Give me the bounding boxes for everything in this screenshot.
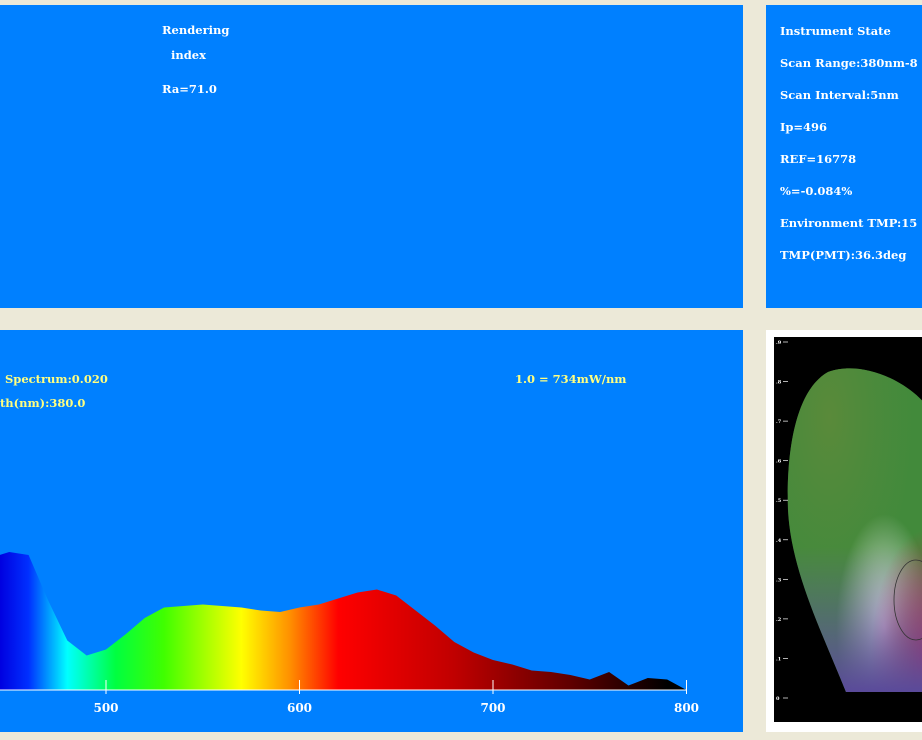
spectrum-chart: 500 600 700 800: [0, 552, 699, 715]
y-tick-label: 0: [776, 696, 780, 702]
y-tick-label: .3: [776, 577, 782, 583]
spectrum-panel: Spectrum:0.020 th(nm):380.0 1.0 = 734mW/…: [0, 330, 743, 732]
ra-value: Ra=71.0: [162, 82, 217, 96]
x-tick-label: 700: [480, 701, 505, 715]
y-tick-label: .2: [776, 617, 782, 623]
y-tick-label: .4: [776, 538, 782, 544]
y-tick-label: .9: [776, 340, 782, 346]
instrument-line: TMP(PMT):36.3deg: [780, 248, 907, 262]
instrument-line: REF=16778: [780, 152, 857, 166]
y-tick-label: .8: [776, 380, 782, 386]
rendering-panel: Rendering index Ra=71.0: [0, 5, 743, 308]
y-tick-label: .7: [776, 419, 782, 425]
y-tick-label: .1: [776, 656, 781, 662]
instrument-line: Instrument State: [780, 24, 891, 38]
cie-panel: 0 .1 .2 .3 .4 .5 .6 .7 .8 .9: [766, 330, 922, 732]
scale-readout: 1.0 = 734mW/nm: [515, 372, 627, 386]
spectrum-readout: Spectrum:0.020: [5, 372, 108, 386]
label: Rendering: [162, 23, 230, 37]
cie-chart: 0 .1 .2 .3 .4 .5 .6 .7 .8 .9: [774, 337, 922, 722]
wavelength-readout: th(nm):380.0: [0, 396, 86, 410]
instrument-line: Ip=496: [780, 120, 828, 134]
spectrum-area: [0, 552, 687, 690]
x-tick-label: 500: [93, 701, 118, 715]
instrument-line: Scan Range:380nm-8: [780, 56, 918, 70]
y-tick-label: .6: [776, 459, 782, 465]
instrument-line: %=-0.084%: [780, 184, 853, 198]
instrument-line: Scan Interval:5nm: [780, 88, 899, 102]
y-tick-label: .5: [776, 498, 782, 504]
instrument-panel: Instrument State Scan Range:380nm-8 Scan I…: [766, 5, 922, 308]
label: index: [171, 48, 206, 62]
instrument-line: Environment TMP:15: [780, 216, 918, 230]
x-tick-label: 600: [287, 701, 312, 715]
cie-locus: [787, 368, 922, 692]
x-tick-label: 800: [674, 701, 699, 715]
